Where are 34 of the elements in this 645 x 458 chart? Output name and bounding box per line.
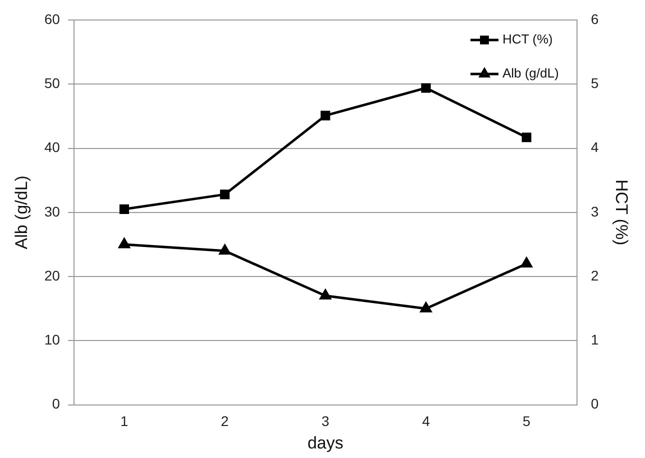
y-tick-label: 0: [52, 396, 60, 412]
point: [219, 244, 230, 255]
y2-tick-label: 1: [590, 332, 599, 348]
point: [520, 257, 532, 268]
point: [119, 204, 130, 214]
x-tick-label: 4: [422, 413, 430, 430]
x-tick-label: 5: [522, 413, 531, 430]
point: [220, 190, 230, 200]
y2-tick-label: 4: [590, 139, 599, 156]
point: [320, 290, 331, 300]
y-tick-label: 60: [44, 10, 60, 27]
y2-tick-label: 5: [590, 74, 599, 91]
x-tick-label: 2: [220, 413, 229, 430]
point: [118, 238, 130, 248]
point: [420, 302, 432, 312]
y-tick-label: 30: [44, 203, 60, 220]
y2-tick-label: 0: [590, 396, 599, 412]
point: [320, 110, 330, 120]
x-axis-title: days: [307, 433, 344, 452]
y-tick-label: 50: [44, 74, 60, 91]
y2-axis-title: HCT (%): [612, 180, 632, 246]
point: [421, 83, 431, 93]
legend-label: Alb (g/dL): [502, 66, 559, 81]
y-tick-label: 40: [44, 139, 60, 156]
y2-tick-label: 6: [590, 10, 599, 27]
y-tick-label: 20: [44, 267, 60, 284]
y2-tick-label: 2: [590, 267, 599, 284]
y2-tick-label: 3: [590, 203, 599, 220]
y-axis-title: Alb (g/dL): [12, 176, 31, 250]
y-tick-label: 10: [44, 332, 60, 348]
x-tick-label: 1: [120, 413, 128, 430]
x-tick-label: 3: [321, 413, 330, 430]
legend-label: HCT (%): [502, 32, 553, 47]
point: [522, 132, 532, 142]
